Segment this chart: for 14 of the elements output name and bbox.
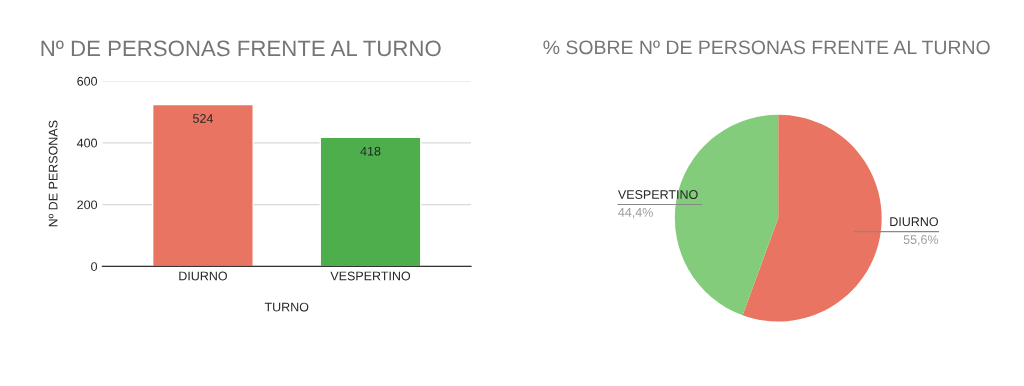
y-tick-label: 600 [77, 76, 98, 86]
slice-label: DIURNO [890, 217, 938, 227]
pie-slice [742, 114, 882, 322]
data-label: 44,4% [618, 208, 653, 219]
chart-title: Nº DE PERSONAS FRENTE AL TURNO [41, 40, 441, 57]
data-label: 55,6% [903, 235, 939, 246]
y-tick-label: 200 [77, 200, 98, 210]
y-tick-label: 0 [91, 262, 98, 271]
y-axis-title: Nº DE PERSONAS [48, 120, 58, 227]
x-axis-title: TURNO [264, 302, 309, 312]
data-label: 418 [360, 146, 381, 156]
chart-title: % SOBRE Nº DE PERSONAS FRENTE AL TURNO [543, 40, 990, 55]
data-label: 524 [193, 114, 213, 123]
y-tick-label: 400 [76, 138, 98, 148]
